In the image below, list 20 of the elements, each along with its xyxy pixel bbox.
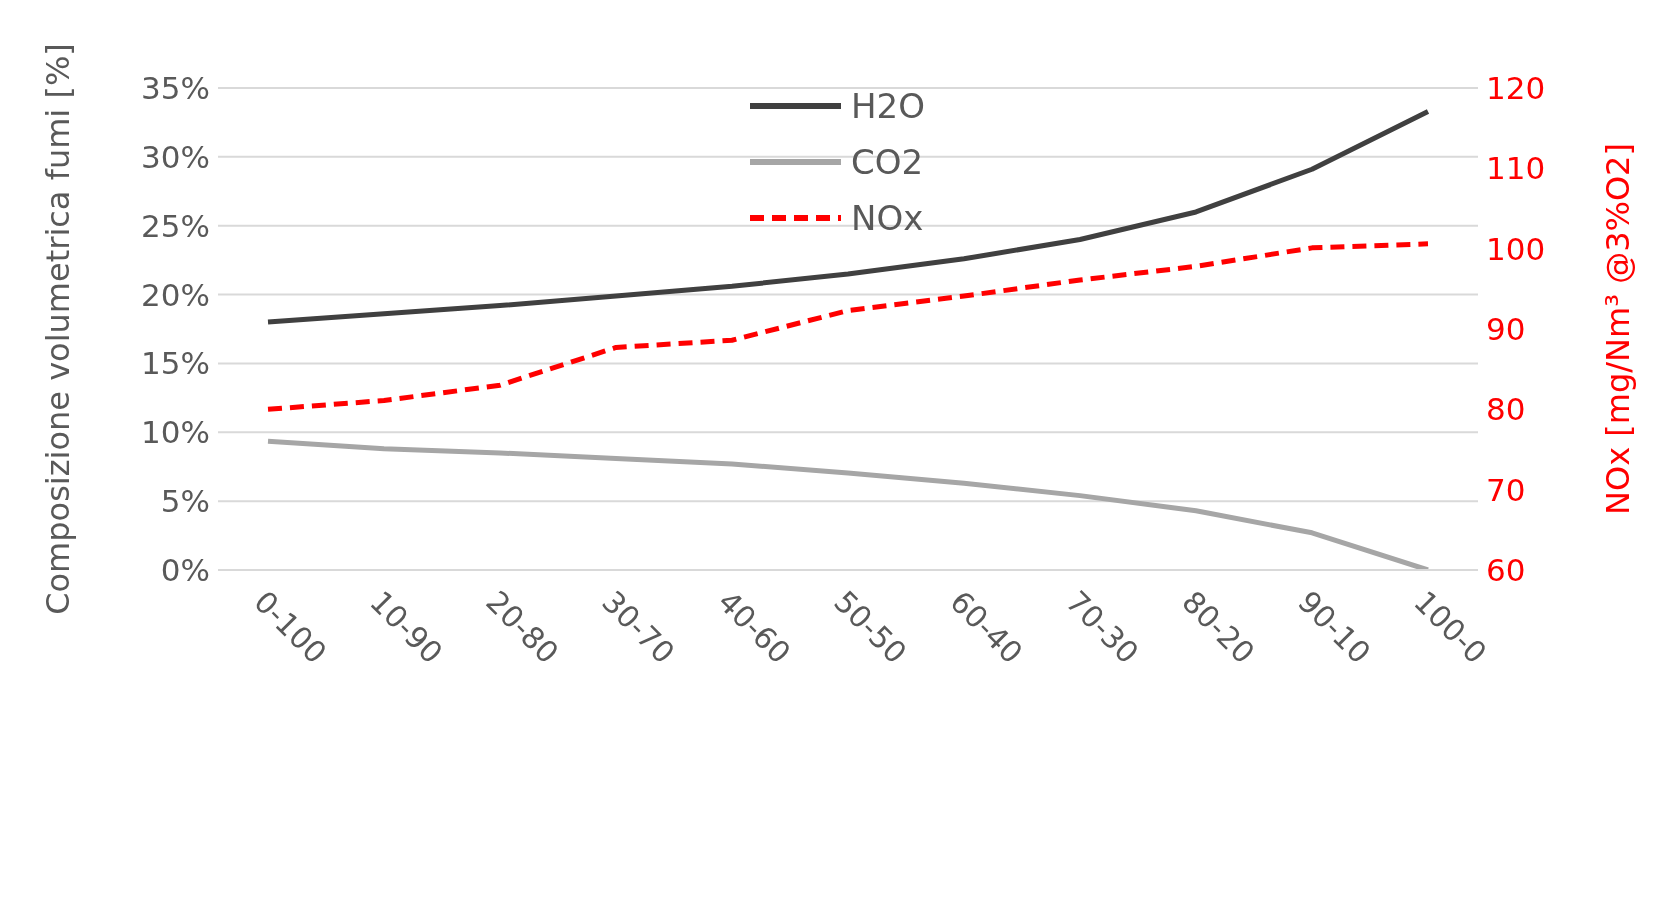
y-tick-label: 35%: [141, 70, 210, 106]
legend-label: NOx: [851, 198, 924, 238]
y2-tick-label: 90: [1486, 311, 1526, 348]
y2-tick-label: 60: [1486, 552, 1526, 589]
y2-tick-label: 120: [1486, 70, 1546, 106]
y-tick-label: 15%: [141, 345, 210, 382]
y-tick-label: 25%: [141, 207, 210, 244]
y2-tick-label: 100: [1486, 230, 1546, 267]
y2-tick-label: 110: [1486, 150, 1546, 187]
y-tick-label: 30%: [141, 138, 210, 175]
y-tick-label: 10%: [141, 414, 210, 451]
y-axis-title: Composizione volumetrica fumi [%]: [39, 43, 78, 615]
legend-label: CO2: [851, 142, 924, 182]
y2-tick-label: 70: [1486, 471, 1526, 508]
y2-axis-title: NOx [mg/Nm³ @3%O2]: [1599, 143, 1638, 515]
legend-label: H2O: [851, 86, 925, 126]
y-tick-label: 20%: [141, 276, 210, 313]
y-tick-label: 0%: [160, 552, 210, 589]
y-tick-label: 5%: [160, 483, 210, 520]
y2-tick-label: 80: [1486, 391, 1526, 428]
